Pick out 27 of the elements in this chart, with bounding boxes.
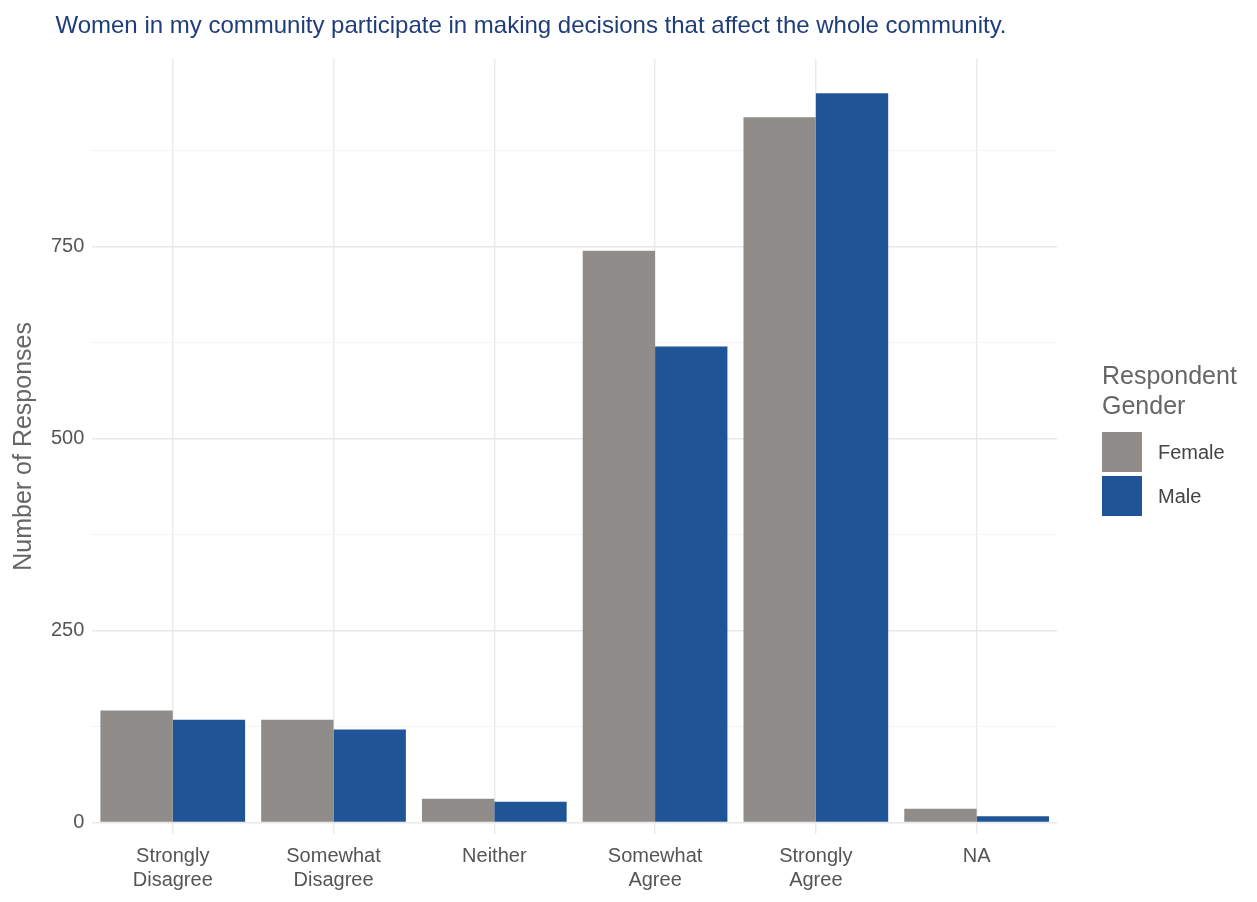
bar xyxy=(582,250,656,822)
bar xyxy=(261,719,334,822)
chart-title: Women in my community participate in making decisions that affect the whole community. xyxy=(55,11,1007,39)
y-tick-label: 500 xyxy=(50,426,85,449)
legend-label: Male xyxy=(1158,484,1202,508)
bar xyxy=(172,719,246,822)
x-tick-label: NA xyxy=(962,843,992,866)
bar xyxy=(815,93,889,822)
legend-title: Respondent Gender xyxy=(1102,360,1238,420)
bar xyxy=(100,710,173,822)
legend-label: Female xyxy=(1158,440,1225,464)
y-tick-label: 250 xyxy=(50,618,85,641)
y-tick-label: 750 xyxy=(50,234,85,257)
bar xyxy=(904,808,977,822)
bar xyxy=(655,346,728,822)
x-tick-label: Somewhat Agree xyxy=(607,843,703,890)
x-tick-label: Neither xyxy=(462,843,527,866)
bar xyxy=(743,117,816,822)
y-tick-label: 0 xyxy=(73,810,85,832)
x-tick-label: Somewhat Disagree xyxy=(286,843,382,890)
x-tick-label: Strongly Agree xyxy=(779,843,853,890)
x-tick-label: Strongly Disagree xyxy=(132,843,213,890)
bar xyxy=(976,816,1049,822)
bar xyxy=(421,798,495,822)
bar xyxy=(333,729,406,822)
y-axis-title: Number of Responses xyxy=(7,322,36,571)
bar xyxy=(494,801,567,822)
